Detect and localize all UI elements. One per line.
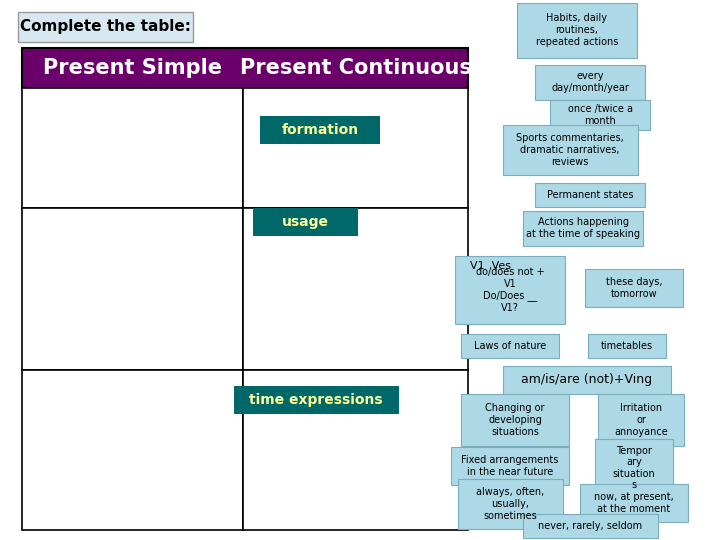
- Bar: [22, 208, 243, 370]
- Bar: [22, 48, 468, 88]
- Text: once /twice a
month: once /twice a month: [567, 104, 632, 126]
- Text: V1  Ves: V1 Ves: [470, 261, 511, 271]
- Text: now, at present,
at the moment: now, at present, at the moment: [594, 492, 674, 514]
- Bar: [22, 88, 243, 208]
- Bar: [523, 514, 657, 538]
- Bar: [595, 439, 673, 497]
- Text: these days,
tomorrow: these days, tomorrow: [606, 277, 662, 299]
- Text: never, rarely, seldom: never, rarely, seldom: [538, 521, 642, 531]
- Text: Present Continuous: Present Continuous: [240, 58, 472, 78]
- Bar: [18, 12, 193, 42]
- Bar: [457, 479, 562, 529]
- Text: Habits, daily
routines,
repeated actions: Habits, daily routines, repeated actions: [536, 14, 618, 46]
- Bar: [535, 183, 645, 207]
- Bar: [253, 208, 358, 236]
- Bar: [461, 334, 559, 358]
- Text: always, often,
usually,
sometimes: always, often, usually, sometimes: [476, 488, 544, 521]
- Bar: [260, 116, 380, 144]
- Text: Permanent states: Permanent states: [546, 190, 634, 200]
- Text: Sports commentaries,
dramatic narratives,
reviews: Sports commentaries, dramatic narratives…: [516, 133, 624, 167]
- Text: Irritation
or
annoyance: Irritation or annoyance: [614, 403, 668, 437]
- Text: Laws of nature: Laws of nature: [474, 341, 546, 351]
- Text: Fixed arrangements
in the near future: Fixed arrangements in the near future: [462, 455, 559, 477]
- Bar: [455, 256, 565, 324]
- Text: Complete the table:: Complete the table:: [20, 19, 191, 35]
- Bar: [580, 484, 688, 522]
- Bar: [598, 394, 684, 446]
- Bar: [503, 125, 637, 175]
- Bar: [233, 386, 398, 414]
- Bar: [243, 88, 468, 208]
- Text: Present Simple: Present Simple: [43, 58, 222, 78]
- Bar: [503, 366, 671, 394]
- Text: every
day/month/year: every day/month/year: [551, 71, 629, 93]
- Text: am/is/are (not)+Ving: am/is/are (not)+Ving: [521, 374, 652, 387]
- Text: Changing or
developing
situations: Changing or developing situations: [485, 403, 545, 437]
- Text: timetables: timetables: [601, 341, 653, 351]
- Bar: [523, 211, 643, 246]
- Text: time expressions: time expressions: [249, 393, 383, 407]
- Text: Actions happening
at the time of speaking: Actions happening at the time of speakin…: [526, 217, 640, 239]
- Bar: [243, 370, 468, 530]
- Bar: [585, 269, 683, 307]
- Bar: [243, 208, 468, 370]
- Bar: [461, 394, 569, 446]
- Text: usage: usage: [282, 215, 328, 229]
- Bar: [22, 370, 243, 530]
- Text: formation: formation: [282, 123, 359, 137]
- Bar: [550, 100, 650, 130]
- Bar: [535, 64, 645, 99]
- Text: Tempor
ary
situation
s: Tempor ary situation s: [613, 446, 655, 490]
- Bar: [451, 447, 569, 485]
- Text: do/does not +
V1
Do/Does __
V1?: do/does not + V1 Do/Does __ V1?: [476, 267, 544, 313]
- Bar: [588, 334, 666, 358]
- Bar: [517, 3, 637, 57]
